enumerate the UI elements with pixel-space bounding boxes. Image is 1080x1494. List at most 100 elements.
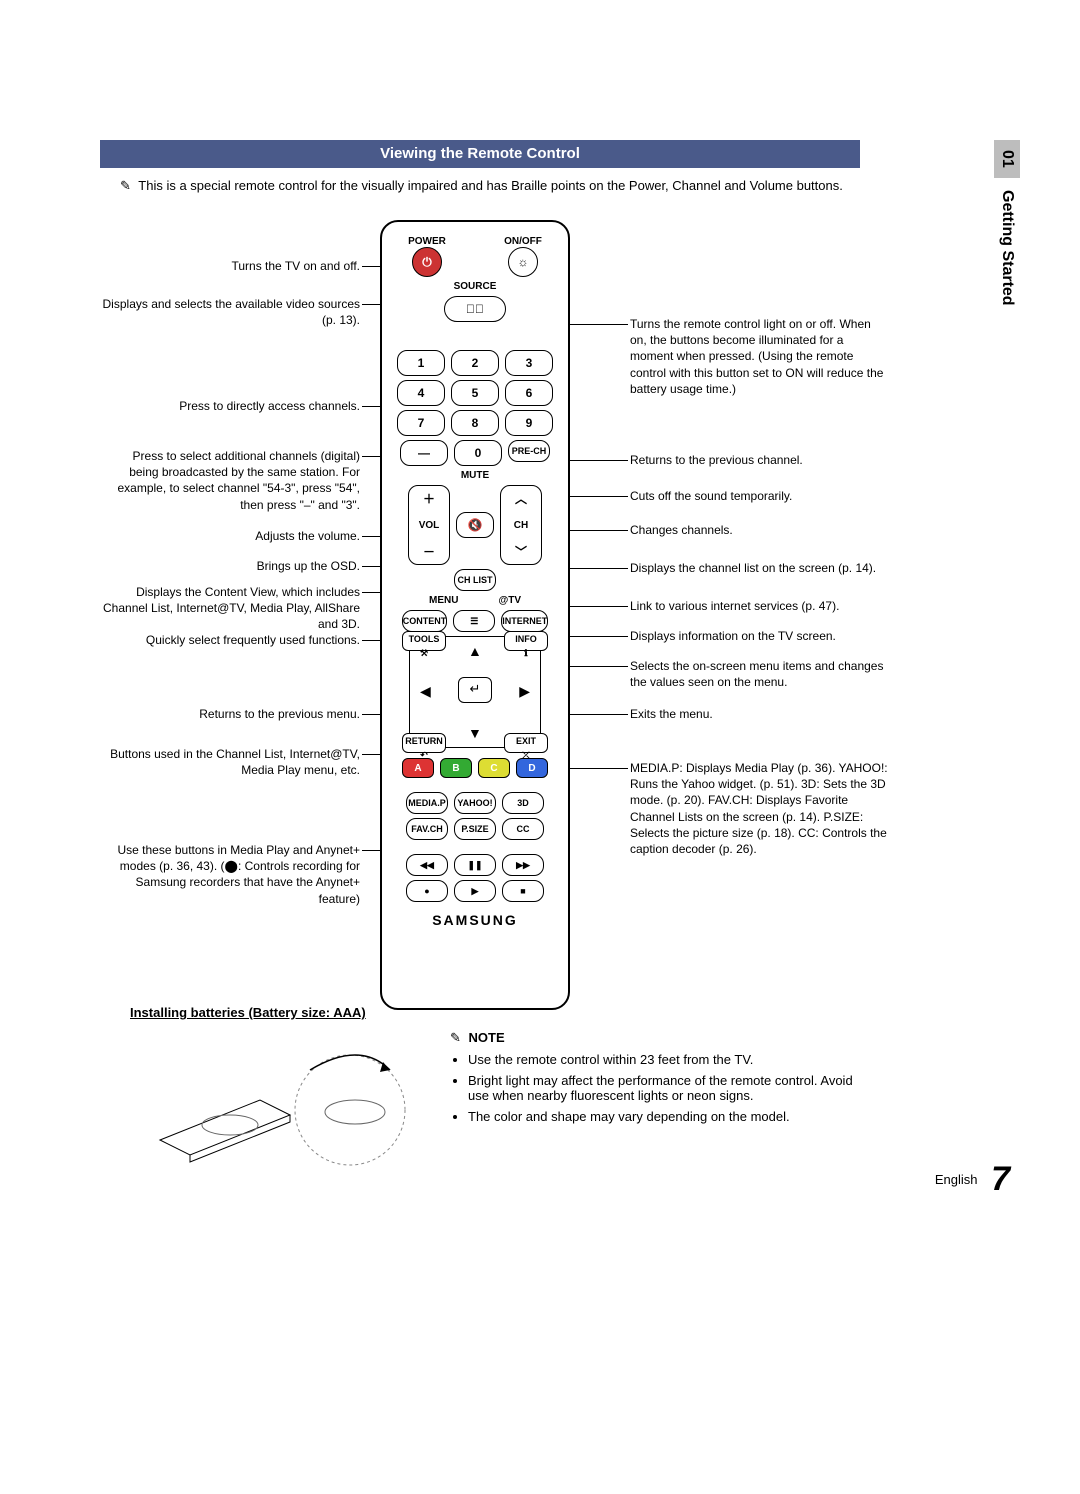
info-button[interactable]: INFOℹ <box>504 631 548 651</box>
right-callout: MEDIA.P: Displays Media Play (p. 36). YA… <box>630 760 890 857</box>
right-callout: Displays information on the TV screen. <box>630 628 890 644</box>
stop-button[interactable]: ■ <box>502 880 544 902</box>
source-label: SOURCE <box>382 281 568 292</box>
volume-rocker[interactable]: ＋ VOL － <box>408 485 450 565</box>
num-0[interactable]: 0 <box>454 440 502 466</box>
intro-note: ✎ This is a special remote control for t… <box>120 178 860 194</box>
right-callout: Exits the menu. <box>630 706 890 722</box>
cc-button[interactable]: CC <box>502 818 544 840</box>
color-a-button[interactable]: A <box>402 758 434 778</box>
content-button[interactable]: CONTENT <box>402 610 448 632</box>
tools-button[interactable]: TOOLS⚒ <box>402 631 446 651</box>
left-callout: Press to select additional channels (dig… <box>100 448 360 513</box>
psize-button[interactable]: P.SIZE <box>454 818 496 840</box>
leader-line <box>362 850 380 851</box>
num-8[interactable]: 8 <box>451 410 499 436</box>
left-callout: Turns the TV on and off. <box>100 258 360 274</box>
right-callout: Displays the channel list on the screen … <box>630 560 890 576</box>
record-button[interactable]: ● <box>406 880 448 902</box>
leader-line <box>362 640 380 641</box>
leader-line <box>362 456 380 457</box>
leader-line <box>570 530 628 531</box>
light-button[interactable]: ☼ <box>508 247 538 277</box>
left-callout: Quickly select frequently used functions… <box>100 632 360 648</box>
num-9[interactable]: 9 <box>505 410 553 436</box>
threeD-button[interactable]: 3D <box>502 792 544 814</box>
footer-lang: English <box>935 1172 978 1187</box>
onoff-label: ON/OFF <box>478 236 568 247</box>
rewind-button[interactable]: ◀◀ <box>406 854 448 876</box>
num-2[interactable]: 2 <box>451 350 499 376</box>
leader-line <box>570 496 628 497</box>
return-button[interactable]: RETURN↶ <box>402 733 446 753</box>
color-c-button[interactable]: C <box>478 758 510 778</box>
left-callout: Adjusts the volume. <box>100 528 360 544</box>
dpad[interactable]: TOOLS⚒ INFOℹ RETURN↶ EXIT⤫ ▲ ▼ ◀ ▶ ↵ <box>409 636 541 748</box>
left-callout: Press to directly access channels. <box>100 398 360 414</box>
fastfwd-button[interactable]: ▶▶ <box>502 854 544 876</box>
pause-button[interactable]: ❚❚ <box>454 854 496 876</box>
battery-title: Installing batteries (Battery size: AAA) <box>130 1005 366 1020</box>
leader-line <box>570 606 628 607</box>
right-callout: Turns the remote control light on or off… <box>630 316 890 397</box>
chapter-tab: 01 Getting Started <box>994 140 1020 314</box>
leader-line <box>362 304 380 305</box>
note-list: Use the remote control within 23 feet fr… <box>468 1052 860 1124</box>
menu-button[interactable]: ☰ <box>453 610 495 632</box>
leader-line <box>570 768 628 769</box>
leader-line <box>362 266 380 267</box>
ch-down-icon: ﹀ <box>515 543 527 560</box>
chlist-button[interactable]: CH LIST <box>454 569 496 591</box>
num-3[interactable]: 3 <box>505 350 553 376</box>
leader-line <box>570 666 628 667</box>
power-label: POWER <box>382 236 472 247</box>
arrow-left-icon[interactable]: ◀ <box>420 683 431 700</box>
mediap-button[interactable]: MEDIA.P <box>406 792 448 814</box>
yahoo-button[interactable]: YAHOO! <box>454 792 496 814</box>
num-5[interactable]: 5 <box>451 380 499 406</box>
left-callout: Buttons used in the Channel List, Intern… <box>100 746 360 778</box>
arrow-down-icon[interactable]: ▼ <box>468 725 482 741</box>
channel-rocker[interactable]: ︿ CH ﹀ <box>500 485 542 565</box>
dash-button[interactable]: — <box>400 440 448 466</box>
power-button[interactable]: ⏻ <box>412 247 442 277</box>
leader-line <box>570 636 628 637</box>
exit-button[interactable]: EXIT⤫ <box>504 733 548 753</box>
note-icon: ✎ <box>120 178 131 193</box>
num-6[interactable]: 6 <box>505 380 553 406</box>
leader-line <box>570 324 628 325</box>
remote-control: POWER ⏻ ON/OFF ☼ SOURCE ⟶⃞ 1 2 3 4 5 6 7… <box>380 220 570 1010</box>
note-icon: ✎ <box>450 1030 461 1045</box>
leader-line <box>570 460 628 461</box>
right-callout: Changes channels. <box>630 522 890 538</box>
arrow-up-icon[interactable]: ▲ <box>468 643 482 659</box>
color-d-button[interactable]: D <box>516 758 548 778</box>
num-7[interactable]: 7 <box>397 410 445 436</box>
source-button[interactable]: ⟶⃞ <box>444 296 506 322</box>
prech-button[interactable]: PRE-CH <box>508 440 550 462</box>
leader-line <box>362 536 380 537</box>
num-1[interactable]: 1 <box>397 350 445 376</box>
note-block: ✎ NOTE Use the remote control within 23 … <box>450 1030 860 1130</box>
leader-line <box>570 568 628 569</box>
battery-diagram <box>140 1030 410 1180</box>
note-item: Use the remote control within 23 feet fr… <box>468 1052 860 1067</box>
page-footer: English 7 <box>935 1160 1010 1199</box>
chapter-name: Getting Started <box>994 182 1020 314</box>
play-button[interactable]: ▶ <box>454 880 496 902</box>
color-b-button[interactable]: B <box>440 758 472 778</box>
num-4[interactable]: 4 <box>397 380 445 406</box>
favch-button[interactable]: FAV.CH <box>406 818 448 840</box>
arrow-right-icon[interactable]: ▶ <box>519 683 530 700</box>
left-callout: Displays the Content View, which include… <box>100 584 360 633</box>
left-callout: Returns to the previous menu. <box>100 706 360 722</box>
vol-up-icon: ＋ <box>423 490 435 507</box>
leader-line <box>362 592 380 593</box>
ch-label: CH <box>514 520 528 531</box>
internet-button[interactable]: INTERNET <box>501 610 548 632</box>
mute-button[interactable]: 🔇 <box>456 512 494 538</box>
left-callout: Brings up the OSD. <box>100 558 360 574</box>
menu-label: MENU <box>429 595 458 606</box>
note-item: Bright light may affect the performance … <box>468 1073 860 1103</box>
enter-button[interactable]: ↵ <box>458 677 492 703</box>
